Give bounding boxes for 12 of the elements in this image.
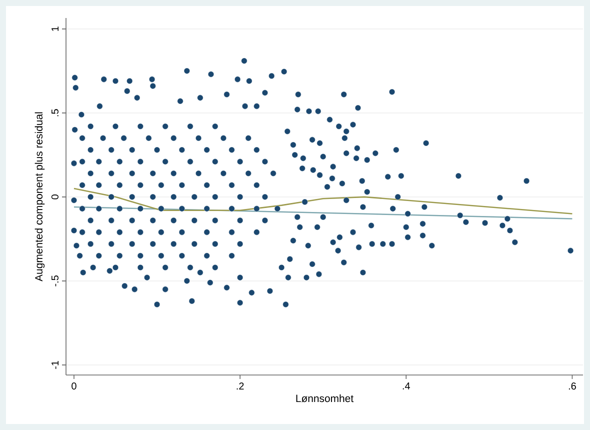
x-axis-title: Lønnsomhet bbox=[296, 394, 354, 402]
x-tick-label: .2 bbox=[236, 382, 244, 390]
x-tick-label: .6 bbox=[568, 382, 576, 390]
y-axis-title: Augmented component plus residual bbox=[34, 112, 45, 282]
y-tick-label: -.5 bbox=[52, 276, 58, 286]
line-series bbox=[73, 188, 573, 214]
y-tick-label: -1 bbox=[52, 360, 58, 369]
x-tick-label: .4 bbox=[402, 382, 410, 390]
y-tick-label: 1 bbox=[52, 26, 58, 31]
y-tick-label: 0 bbox=[51, 194, 58, 200]
x-tick-label: 0 bbox=[72, 382, 76, 390]
y-tick-label: .5 bbox=[52, 109, 58, 116]
